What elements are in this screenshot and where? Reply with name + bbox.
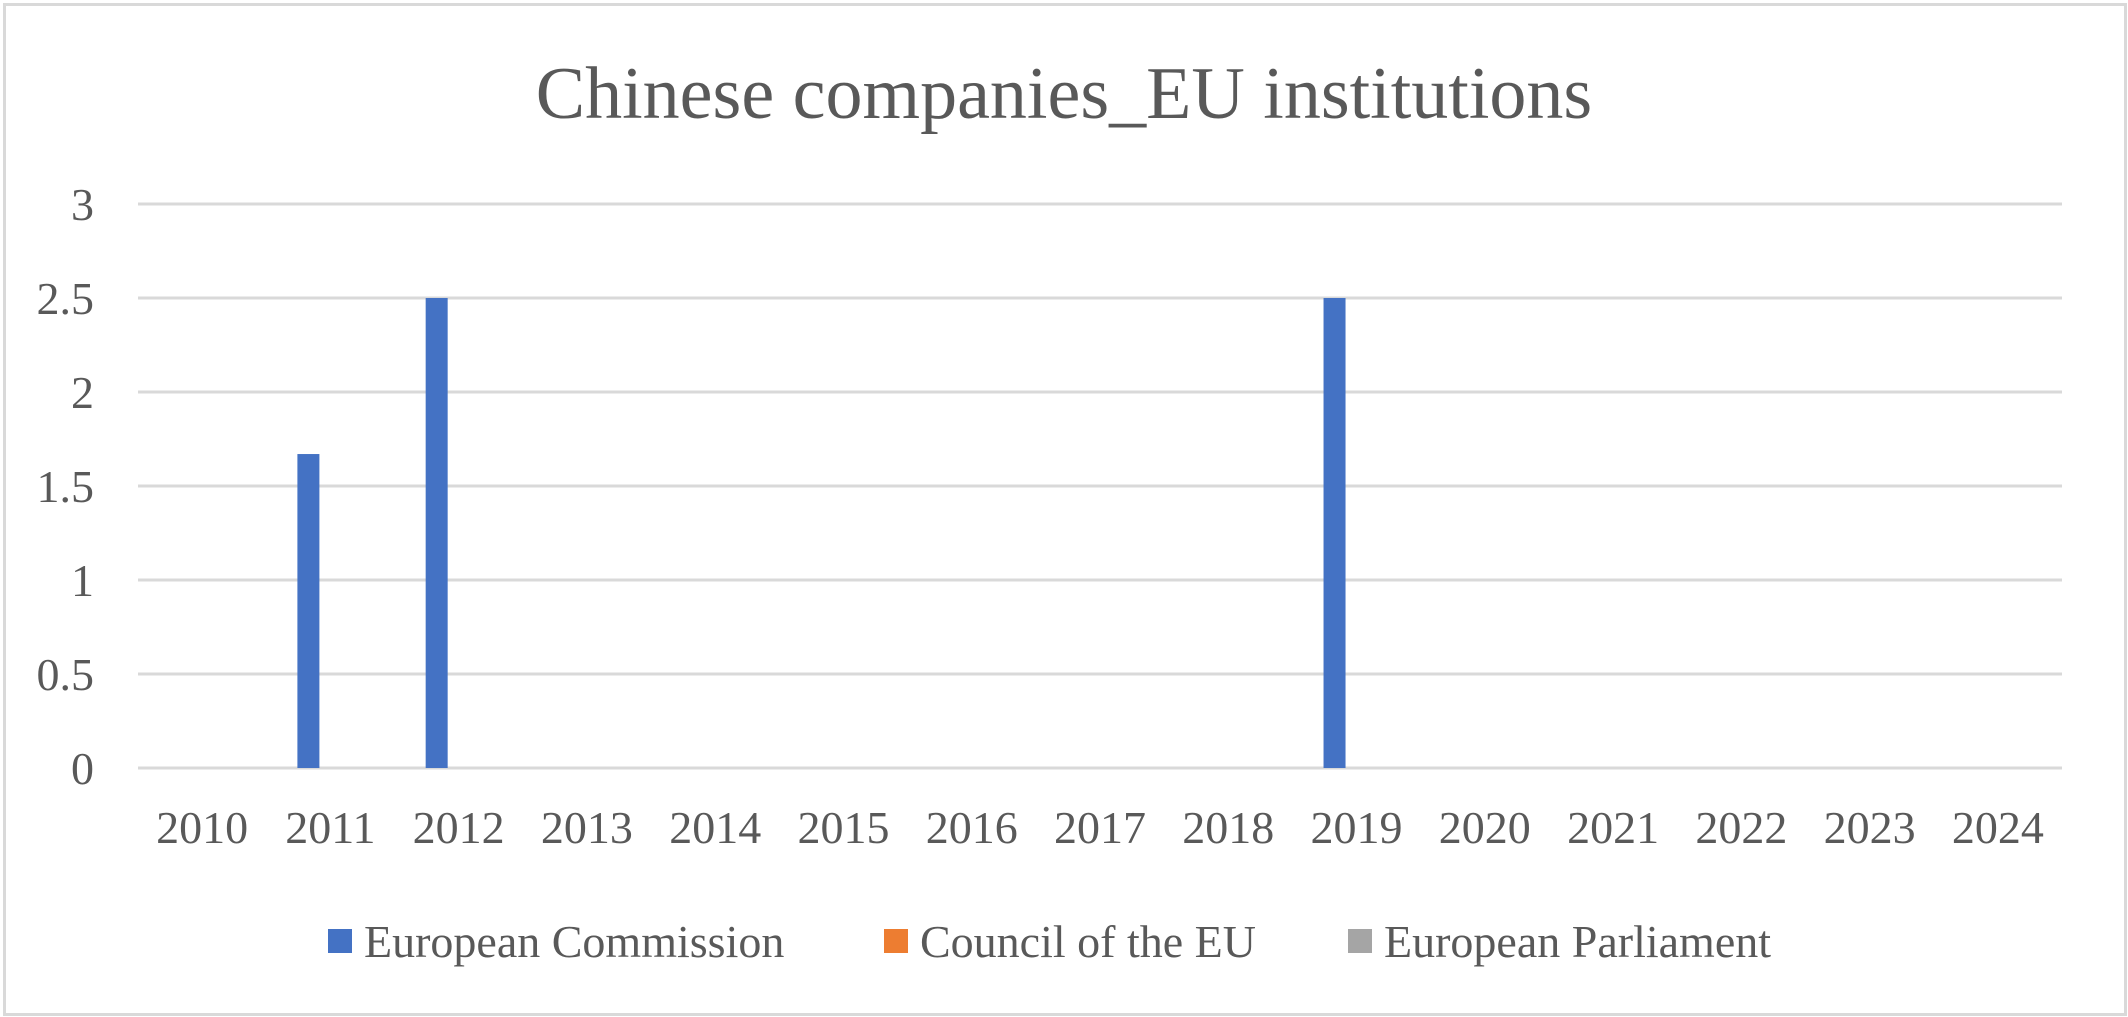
x-tick-label: 2017: [1054, 802, 1146, 853]
x-tick-label: 2024: [1952, 802, 2044, 853]
y-axis-ticks: 0 0.5 1 1.5 2 2.5 3: [37, 179, 95, 794]
x-tick-label: 2012: [413, 802, 505, 853]
x-tick-label: 2019: [1311, 802, 1403, 853]
x-tick-label: 2022: [1695, 802, 1787, 853]
legend-label: European Parliament: [1384, 916, 1771, 967]
y-tick-label: 1.5: [37, 461, 95, 512]
chart-title: Chinese companies_EU institutions: [536, 53, 1592, 135]
legend-label: Council of the EU: [920, 916, 1256, 967]
x-tick-label: 2021: [1567, 802, 1659, 853]
x-tick-label: 2016: [926, 802, 1018, 853]
legend-swatch: [884, 929, 908, 953]
x-tick-label: 2015: [797, 802, 889, 853]
y-tick-label: 0.5: [37, 649, 95, 700]
y-tick-label: 2.5: [37, 273, 95, 324]
legend-item: Council of the EU: [884, 916, 1256, 967]
bar: [1323, 298, 1346, 768]
bar: [425, 298, 448, 768]
x-tick-label: 2020: [1439, 802, 1531, 853]
legend: European Commission Council of the EU Euro…: [328, 916, 1771, 967]
bars: [297, 298, 1346, 768]
chart-frame: [3, 3, 2127, 1016]
x-axis-ticks: 2010 2011 2012 2013 2014 2015 2016 2017 2018 2019…: [156, 802, 2044, 853]
legend-item: European Commission: [328, 916, 784, 967]
x-tick-label: 2018: [1182, 802, 1274, 853]
legend-label: European Commission: [364, 916, 784, 967]
legend-swatch: [328, 929, 352, 953]
x-tick-label: 2011: [285, 802, 375, 853]
legend-swatch: [1348, 929, 1372, 953]
y-tick-label: 3: [71, 179, 94, 230]
x-tick-label: 2010: [156, 802, 248, 853]
bar: [297, 454, 320, 768]
gridlines: [138, 202, 2062, 770]
y-tick-label: 1: [71, 555, 94, 606]
legend-item: European Parliament: [1348, 916, 1771, 967]
x-tick-label: 2013: [541, 802, 633, 853]
x-tick-label: 2023: [1824, 802, 1916, 853]
y-tick-label: 0: [71, 743, 94, 794]
x-tick-label: 2014: [669, 802, 761, 853]
y-tick-label: 2: [71, 367, 94, 418]
